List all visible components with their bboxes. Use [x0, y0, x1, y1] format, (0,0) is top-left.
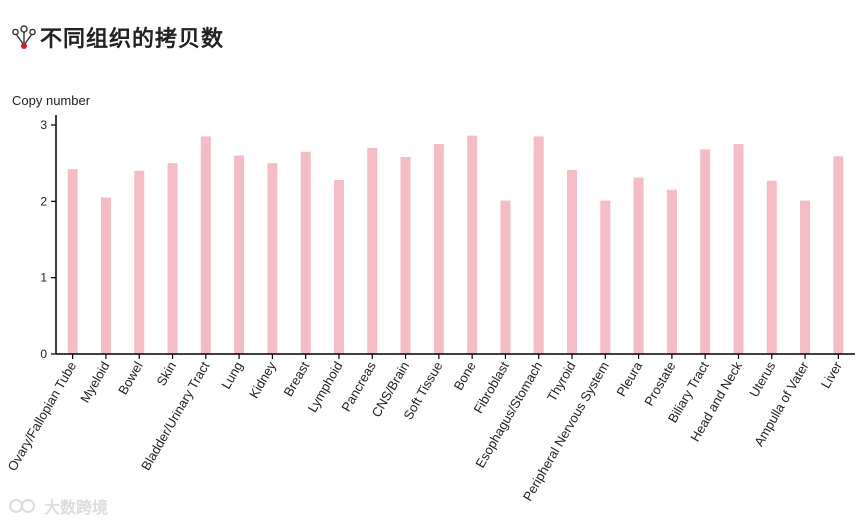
bar [666, 189, 677, 354]
bar [700, 149, 711, 354]
y-axis-label: Copy number [12, 93, 91, 108]
y-axis: 0 1 2 3 [40, 115, 57, 361]
chart-header: 不同组织的拷贝数 [12, 20, 224, 54]
x-tick-label: Prostate [641, 359, 678, 408]
bar [67, 169, 78, 354]
bar [467, 135, 478, 354]
watermark: 大数跨境 [8, 494, 108, 518]
x-tick-label: Pleura [613, 358, 645, 399]
y-tick-label: 0 [40, 347, 47, 361]
bar [234, 155, 245, 354]
bar [733, 144, 744, 354]
bar [633, 177, 644, 354]
page-title: 不同组织的拷贝数 [40, 27, 225, 52]
bar [267, 163, 278, 354]
watermark-text: 大数跨境 [44, 498, 109, 517]
y-tick-label: 3 [40, 118, 47, 132]
bar [433, 144, 444, 354]
x-tick-label: Uterus [746, 359, 778, 400]
y-tick-label: 2 [40, 194, 47, 208]
x-tick-label: Kidney [246, 359, 279, 401]
bar [333, 179, 344, 354]
bar [800, 200, 811, 354]
bar [167, 163, 178, 354]
bar [500, 200, 511, 354]
x-tick-label: Liver [818, 358, 845, 390]
brand-logo-icon [9, 499, 35, 513]
bar [300, 151, 311, 354]
bar [100, 197, 111, 354]
bar [533, 136, 544, 354]
x-tick-label: Skin [153, 359, 179, 388]
y-tick-label: 1 [40, 271, 47, 285]
bar [600, 200, 611, 354]
bar [200, 136, 211, 354]
bar [833, 156, 844, 354]
bar [400, 157, 411, 354]
x-tick-label: Lung [218, 359, 245, 392]
bars-group [67, 135, 844, 354]
x-tick-label: Bowel [115, 359, 146, 397]
network-node-icon [12, 25, 36, 49]
x-tick-label: Bone [451, 359, 479, 393]
bar [134, 170, 145, 354]
x-tick-label: Myeloid [77, 359, 112, 405]
bar [567, 170, 578, 354]
bar [367, 147, 378, 354]
bar [766, 180, 777, 354]
x-tick-label: Thyroid [544, 359, 579, 404]
x-tick-label: Ovary/Fallopian Tube [4, 359, 79, 474]
x-tick-label: Breast [281, 359, 313, 399]
x-tick-label: Bladder/Urinary Tract [138, 359, 213, 473]
